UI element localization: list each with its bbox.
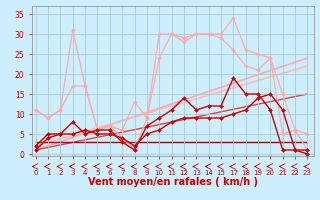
- X-axis label: Vent moyen/en rafales ( km/h ): Vent moyen/en rafales ( km/h ): [88, 177, 258, 187]
